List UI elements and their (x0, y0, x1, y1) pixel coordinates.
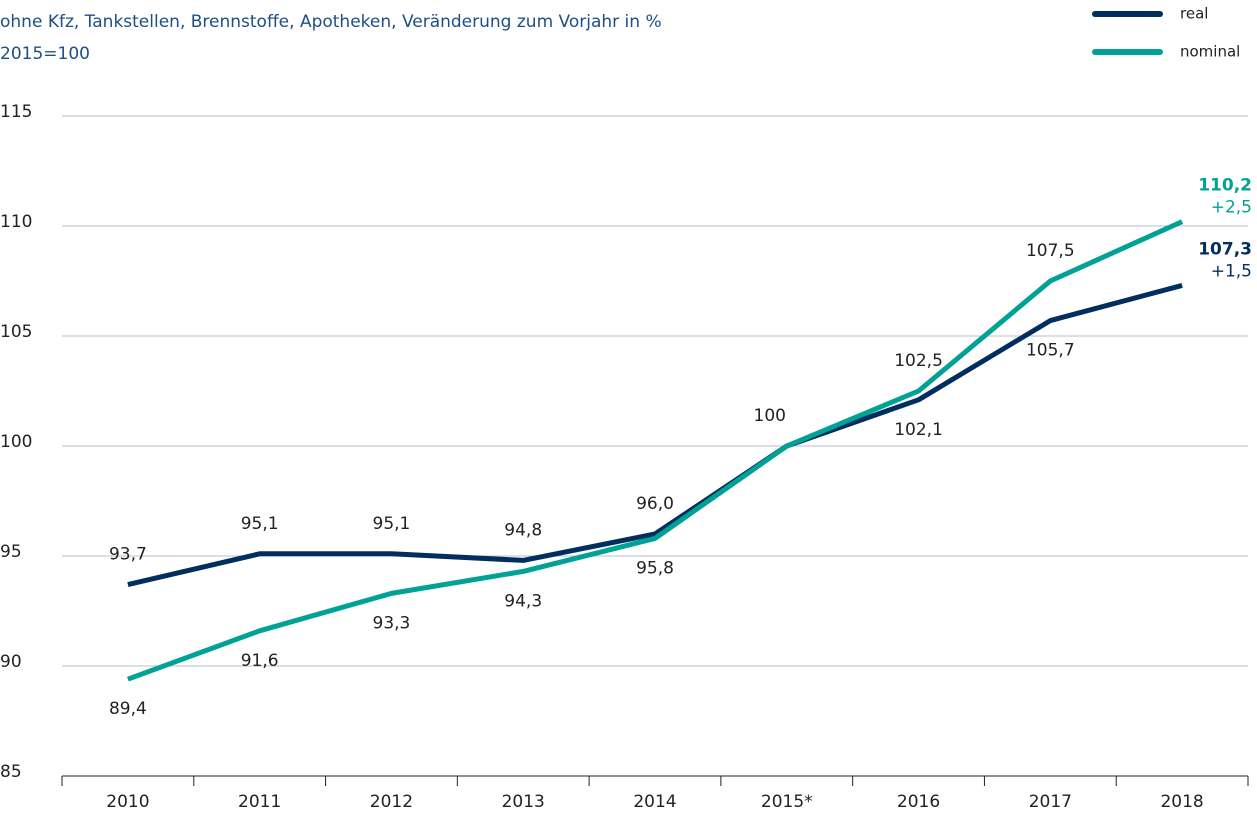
data-label: 89,4 (109, 699, 147, 719)
x-tick-label: 2017 (1029, 792, 1072, 812)
data-label: 94,3 (504, 591, 542, 611)
x-tick-label: 2011 (238, 792, 281, 812)
data-label: 91,6 (241, 651, 279, 671)
line (127, 219, 1184, 682)
x-tick-label: 2012 (370, 792, 413, 812)
data-label: 95,8 (636, 558, 674, 578)
y-tick-label: 95 (0, 542, 22, 562)
change-label: +1,5 (1211, 261, 1252, 281)
data-label: 93,3 (373, 613, 411, 633)
data-label: 95,1 (373, 514, 411, 534)
y-tick-label: 85 (0, 762, 22, 782)
y-tick-label: 110 (0, 212, 32, 232)
change-label: +2,5 (1211, 198, 1252, 218)
x-tick-label: 2014 (633, 792, 676, 812)
legend-label: nominal (1180, 43, 1240, 61)
data-label: 93,7 (109, 545, 147, 565)
data-label: 96,0 (636, 494, 674, 514)
legend-label: real (1180, 5, 1208, 23)
y-tick-label: 90 (0, 652, 22, 672)
x-tick-label: 2010 (106, 792, 149, 812)
end-label: 107,3 (1198, 239, 1252, 259)
data-label: 102,5 (894, 351, 943, 371)
data-label: 105,7 (1026, 341, 1075, 361)
data-label: 94,8 (504, 520, 542, 540)
end-label: 110,2 (1198, 176, 1252, 196)
x-tick-label: 2013 (502, 792, 545, 812)
data-label: 95,1 (241, 514, 279, 534)
line (127, 282, 1183, 588)
x-tick-label: 2018 (1160, 792, 1203, 812)
subtitle: 2015=100 (0, 44, 90, 64)
x-tick-label: 2016 (897, 792, 940, 812)
data-label: 102,1 (894, 420, 943, 440)
y-tick-label: 105 (0, 322, 32, 342)
subtitle: ohne Kfz, Tankstellen, Brennstoffe, Apot… (0, 12, 662, 32)
y-tick-label: 115 (0, 102, 32, 122)
data-label: 100 (754, 406, 786, 426)
data-label: 107,5 (1026, 241, 1075, 261)
y-tick-label: 100 (0, 432, 32, 452)
x-tick-label: 2015* (761, 792, 813, 812)
